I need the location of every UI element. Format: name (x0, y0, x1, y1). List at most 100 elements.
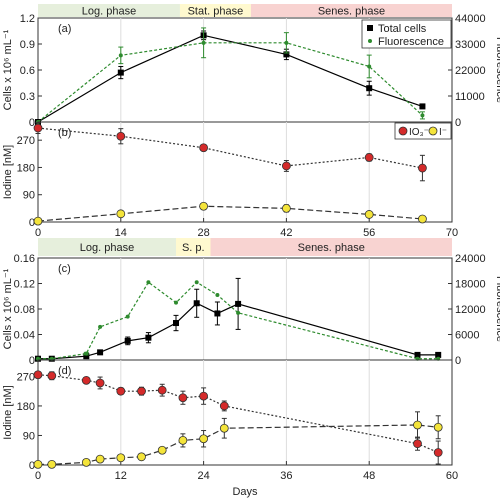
panel-d: 0 90 180 270 0 12 24 36 48 60 Iodine [nM] (d) Days (2, 359, 458, 498)
legend-entry: Total cells (378, 23, 427, 35)
series-line (37, 374, 439, 454)
data-point (116, 453, 126, 463)
phase-band (176, 238, 211, 256)
y-tick-label: 180 (17, 162, 35, 174)
data-point (81, 457, 91, 467)
data-point (84, 351, 89, 356)
data-point (157, 445, 167, 455)
y2-tick-label: 44000 (455, 13, 486, 25)
y-axis-label: Iodine [nM] (2, 385, 14, 439)
data-point (47, 459, 57, 469)
data-point (95, 454, 105, 464)
legend-entry: I⁻ (439, 127, 447, 138)
data-point (97, 349, 104, 356)
phase-label: Senes. phase (318, 6, 385, 18)
series-b-1 (33, 201, 427, 226)
y-tick-label: 0.3 (20, 91, 35, 103)
data-point (146, 280, 151, 285)
data-point (178, 393, 188, 403)
y-axis-label: Iodine [nM] (2, 145, 14, 199)
x-tick-label: 56 (363, 227, 375, 239)
x-tick-label: 12 (115, 470, 127, 482)
data-point (157, 385, 167, 395)
data-point (116, 386, 126, 396)
y-tick-label: 0.6 (20, 65, 35, 77)
data-point (174, 300, 178, 305)
data-point (118, 53, 123, 58)
y-tick-label: 0.9 (20, 39, 35, 51)
data-point (433, 448, 443, 457)
data-point (215, 292, 220, 297)
data-point (418, 214, 427, 224)
y-tick-label: 270 (17, 135, 35, 147)
data-point (428, 126, 438, 136)
data-point (368, 39, 372, 43)
x-tick-label: 0 (35, 227, 41, 239)
phase-band (179, 4, 251, 17)
y-tick-label: 180 (17, 401, 35, 413)
data-point (201, 40, 206, 45)
y-tick-label: 0.12 (14, 279, 35, 291)
phase-band (210, 238, 452, 256)
data-point (435, 351, 442, 358)
series-line (38, 281, 439, 360)
panel-label: (d) (58, 365, 71, 377)
data-point (219, 423, 229, 433)
data-point (199, 143, 209, 153)
x-tick-label: 28 (197, 227, 209, 239)
y-tick-label: 90 (23, 190, 35, 202)
series-d-0 (33, 370, 443, 465)
data-point (116, 131, 126, 141)
phase-label: S. p. (182, 242, 205, 254)
data-point (281, 161, 291, 171)
phase-label: Stat. phase (188, 6, 244, 18)
data-point (33, 459, 43, 469)
data-point (194, 280, 199, 285)
y-tick-label: 0.04 (14, 330, 35, 342)
data-point (364, 153, 374, 162)
legend-entry: IO₃⁻ (409, 127, 429, 138)
x-axis-label: Days (232, 486, 258, 498)
y2-axis-label: Fluorescence (494, 37, 500, 103)
y-tick-label: 90 (23, 430, 35, 442)
phase-label: Log. phase (80, 242, 134, 254)
data-point (124, 337, 131, 344)
x-tick-label: 42 (280, 227, 292, 239)
phase-bar-c: Log. phase S. p. Senes. phase (38, 238, 452, 256)
data-point (199, 434, 209, 444)
y2-axis-label: Fluorescence (494, 276, 500, 342)
data-point (398, 126, 408, 136)
data-point (173, 320, 179, 327)
data-point (178, 435, 188, 445)
phase-label: Senes. phase (298, 242, 365, 254)
data-point (81, 375, 91, 385)
series-line (37, 127, 423, 169)
x-tick-label: 14 (115, 227, 127, 239)
series-line (37, 205, 423, 222)
data-point (414, 351, 421, 358)
y2-tick-label: 33000 (455, 39, 486, 51)
y-axis-label: Cells x 10⁶ mL⁻¹ (2, 29, 14, 110)
data-point (433, 422, 443, 432)
data-point (95, 378, 105, 388)
phase-band (250, 4, 452, 17)
panel-frame (37, 257, 453, 361)
series-a-1 (36, 27, 425, 124)
data-point (367, 25, 373, 31)
y2-tick-label: 11000 (455, 91, 485, 103)
y2-tick-label: 0 (455, 117, 461, 129)
series-b-0 (33, 122, 427, 182)
x-tick-label: 36 (280, 470, 292, 482)
x-tick-label: 60 (446, 470, 458, 482)
y-tick-label: 0.16 (14, 253, 35, 265)
panel-frame (37, 121, 453, 223)
data-point (413, 420, 422, 430)
data-point (281, 203, 291, 213)
series-line (38, 302, 439, 360)
y-axis-label: Cells x 10⁶ mL⁻¹ (2, 268, 14, 349)
data-point (116, 209, 126, 219)
panel-label: (a) (58, 23, 71, 35)
data-point (367, 64, 372, 69)
